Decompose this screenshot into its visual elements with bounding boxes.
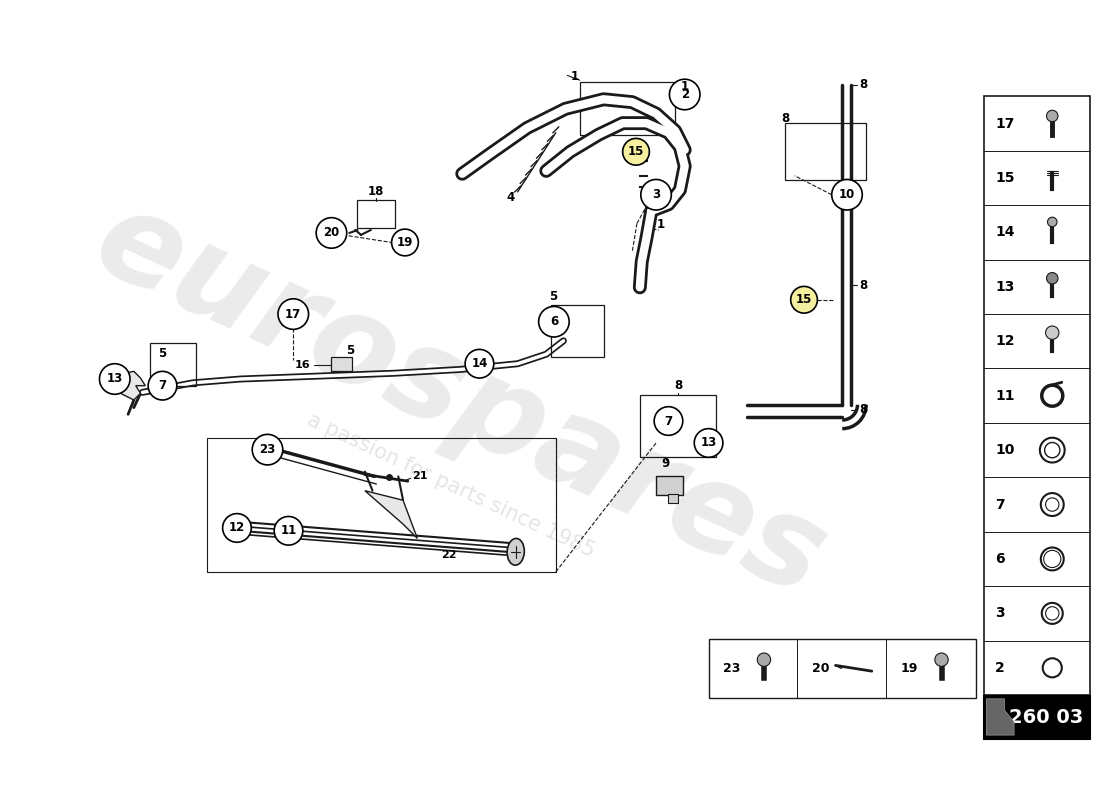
Text: 20: 20 <box>323 226 340 239</box>
Text: 3: 3 <box>996 606 1004 620</box>
Text: 6: 6 <box>550 315 558 328</box>
Circle shape <box>694 429 723 458</box>
Bar <box>785 123 866 181</box>
Text: 21: 21 <box>412 471 428 482</box>
Circle shape <box>465 350 494 378</box>
Text: 15: 15 <box>996 171 1014 185</box>
Text: 7: 7 <box>158 379 166 392</box>
Text: 20: 20 <box>812 662 829 674</box>
Bar <box>580 82 675 134</box>
Circle shape <box>99 364 130 394</box>
Text: 2: 2 <box>681 88 689 101</box>
Text: 19: 19 <box>901 662 917 674</box>
Text: a passion for parts since 1985: a passion for parts since 1985 <box>304 410 597 562</box>
Circle shape <box>1046 326 1059 339</box>
Text: 14: 14 <box>996 226 1014 239</box>
Text: 23: 23 <box>260 443 276 456</box>
Circle shape <box>1046 110 1058 122</box>
Text: 10: 10 <box>996 443 1014 457</box>
Text: 8: 8 <box>859 78 868 91</box>
Bar <box>331 357 352 371</box>
Text: 3: 3 <box>652 188 660 202</box>
Text: 7: 7 <box>664 414 672 427</box>
Circle shape <box>222 514 251 542</box>
Text: 17: 17 <box>996 117 1014 130</box>
Text: 10: 10 <box>839 188 855 202</box>
Bar <box>640 395 716 458</box>
Bar <box>150 342 196 386</box>
Circle shape <box>641 179 671 210</box>
Ellipse shape <box>507 538 525 565</box>
Circle shape <box>1046 273 1058 284</box>
Circle shape <box>274 517 302 545</box>
Text: 15: 15 <box>628 146 645 158</box>
Bar <box>358 199 395 228</box>
Text: 6: 6 <box>996 552 1004 566</box>
Circle shape <box>791 286 817 313</box>
Text: 1: 1 <box>657 218 664 231</box>
Text: 23: 23 <box>723 662 740 674</box>
Bar <box>983 97 1090 695</box>
Text: 22: 22 <box>441 550 456 560</box>
Bar <box>669 494 678 503</box>
Circle shape <box>654 406 683 435</box>
Text: 2: 2 <box>996 661 1004 674</box>
Text: 5: 5 <box>158 347 166 360</box>
Circle shape <box>278 299 308 330</box>
Text: 17: 17 <box>285 307 301 321</box>
Text: 1: 1 <box>681 80 689 93</box>
Text: 8: 8 <box>674 378 682 391</box>
Text: 13: 13 <box>107 373 123 386</box>
Circle shape <box>832 179 862 210</box>
Circle shape <box>148 371 177 400</box>
Text: 16: 16 <box>295 360 310 370</box>
Bar <box>551 305 604 357</box>
Text: 7: 7 <box>996 498 1004 511</box>
Circle shape <box>316 218 346 248</box>
Text: 1: 1 <box>571 70 579 83</box>
Text: 260 03: 260 03 <box>1010 708 1084 727</box>
Text: 8: 8 <box>859 279 868 292</box>
Circle shape <box>757 653 771 666</box>
Text: 11: 11 <box>996 389 1014 402</box>
Text: 13: 13 <box>701 437 717 450</box>
Circle shape <box>670 79 700 110</box>
Text: 14: 14 <box>471 358 487 370</box>
Text: 19: 19 <box>397 236 414 249</box>
Bar <box>708 638 976 698</box>
Circle shape <box>539 306 569 337</box>
Polygon shape <box>987 699 1014 735</box>
Text: 12: 12 <box>996 334 1014 348</box>
Text: 11: 11 <box>280 524 297 538</box>
Circle shape <box>935 653 948 666</box>
Circle shape <box>1047 217 1057 226</box>
Text: 4: 4 <box>507 191 515 204</box>
Bar <box>656 476 683 495</box>
Text: 8: 8 <box>859 403 868 416</box>
Bar <box>207 438 556 572</box>
Text: 9: 9 <box>661 457 670 470</box>
Circle shape <box>392 229 418 256</box>
Text: 8: 8 <box>781 112 789 125</box>
Circle shape <box>623 138 649 165</box>
Polygon shape <box>114 371 145 400</box>
Polygon shape <box>365 490 417 538</box>
Text: 12: 12 <box>229 522 245 534</box>
Circle shape <box>252 434 283 465</box>
Text: 5: 5 <box>549 290 557 302</box>
Text: 5: 5 <box>346 344 354 357</box>
Text: 13: 13 <box>996 280 1014 294</box>
Bar <box>983 696 1090 739</box>
Text: eurospares: eurospares <box>77 178 844 622</box>
Text: 18: 18 <box>368 185 385 198</box>
Text: 15: 15 <box>796 294 812 306</box>
